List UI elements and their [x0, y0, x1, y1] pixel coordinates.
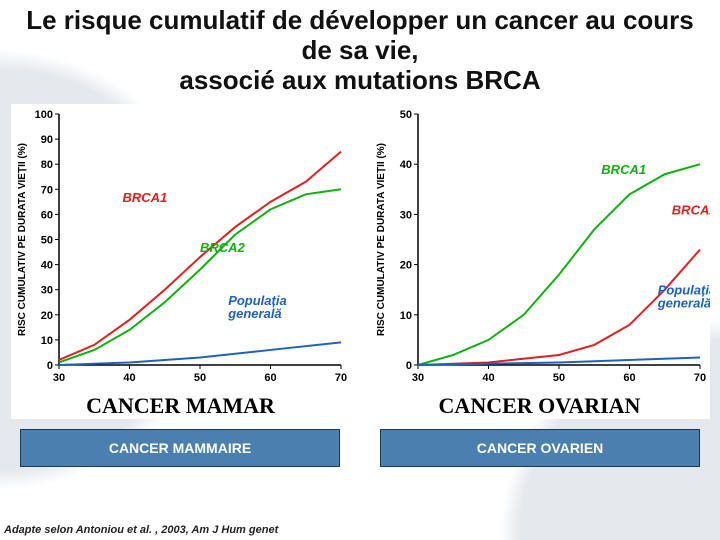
- svg-text:60: 60: [264, 372, 276, 384]
- svg-text:30: 30: [40, 284, 52, 296]
- right-chart-heading: CANCER OVARIAN: [370, 393, 710, 419]
- svg-text:60: 60: [623, 372, 635, 384]
- left-chart-panel: 0 10 20 30 40 50 60 70 80 90 100 30 40 50 60 70 RISC CUM…: [11, 104, 351, 419]
- svg-text:70: 70: [334, 372, 346, 384]
- svg-text:10: 10: [399, 309, 411, 321]
- svg-text:30: 30: [411, 372, 423, 384]
- svg-text:70: 70: [40, 184, 52, 196]
- title-line-1: Le risque cumulatif de développer un can…: [8, 6, 712, 36]
- svg-text:40: 40: [123, 372, 135, 384]
- svg-text:30: 30: [399, 209, 411, 221]
- svg-text:30: 30: [52, 372, 64, 384]
- svg-text:BRCA1: BRCA1: [601, 162, 646, 177]
- button-row: CANCER MAMMAIRE CANCER OVARIEN: [0, 419, 720, 467]
- svg-text:BRCA2: BRCA2: [200, 240, 246, 255]
- svg-text:BRCA1: BRCA1: [122, 190, 167, 205]
- right-chart-panel: 0 10 20 30 40 50 30 40 50 60 70 RISC CUMULATIV PE D…: [370, 104, 710, 419]
- svg-text:60: 60: [40, 209, 52, 221]
- right-chart: 0 10 20 30 40 50 30 40 50 60 70 RISC CUMULATIV PE D…: [370, 104, 710, 389]
- svg-text:50: 50: [399, 109, 411, 121]
- svg-text:100: 100: [34, 109, 52, 121]
- svg-text:50: 50: [552, 372, 564, 384]
- charts-row: 01020304050607080901003040506070RISC CUM…: [0, 96, 720, 419]
- svg-text:40: 40: [399, 159, 411, 171]
- svg-text:0: 0: [405, 360, 411, 372]
- svg-text:0: 0: [46, 360, 52, 372]
- left-chart-heading: CANCER MAMAR: [11, 393, 351, 419]
- svg-text:generală: generală: [656, 295, 709, 310]
- title-line-2: de sa vie,: [8, 36, 712, 66]
- svg-text:10: 10: [40, 335, 52, 347]
- svg-text:20: 20: [40, 309, 52, 321]
- slide-content: Le risque cumulatif de développer un can…: [0, 0, 720, 540]
- citation: Adapte selon Antoniou et al. , 2003, Am …: [4, 524, 278, 536]
- svg-text:40: 40: [482, 372, 494, 384]
- svg-text:generală: generală: [227, 305, 281, 320]
- svg-text:80: 80: [40, 159, 52, 171]
- svg-text:90: 90: [40, 134, 52, 146]
- title-line-3: associé aux mutations BRCA: [8, 66, 712, 96]
- svg-text:20: 20: [399, 259, 411, 271]
- svg-text:40: 40: [40, 259, 52, 271]
- svg-text:BRCA2: BRCA2: [671, 202, 709, 217]
- svg-text:50: 50: [40, 234, 52, 246]
- svg-text:RISC CUMULATIV PE DURATA VIEȚI: RISC CUMULATIV PE DURATA VIEȚII (%): [376, 143, 387, 336]
- page-title: Le risque cumulatif de développer un can…: [0, 0, 720, 96]
- svg-text:RISC CUMULATIV PE DURATA VIEȚI: RISC CUMULATIV PE DURATA VIEȚII (%): [17, 143, 28, 336]
- left-chart: 0 10 20 30 40 50 60 70 80 90 100 30 40 50 60 70 RISC CUM…: [11, 104, 351, 389]
- svg-text:70: 70: [693, 372, 705, 384]
- svg-text:50: 50: [193, 372, 205, 384]
- cancer-ovarien-button[interactable]: CANCER OVARIEN: [380, 429, 700, 467]
- cancer-mammaire-button[interactable]: CANCER MAMMAIRE: [20, 429, 340, 467]
